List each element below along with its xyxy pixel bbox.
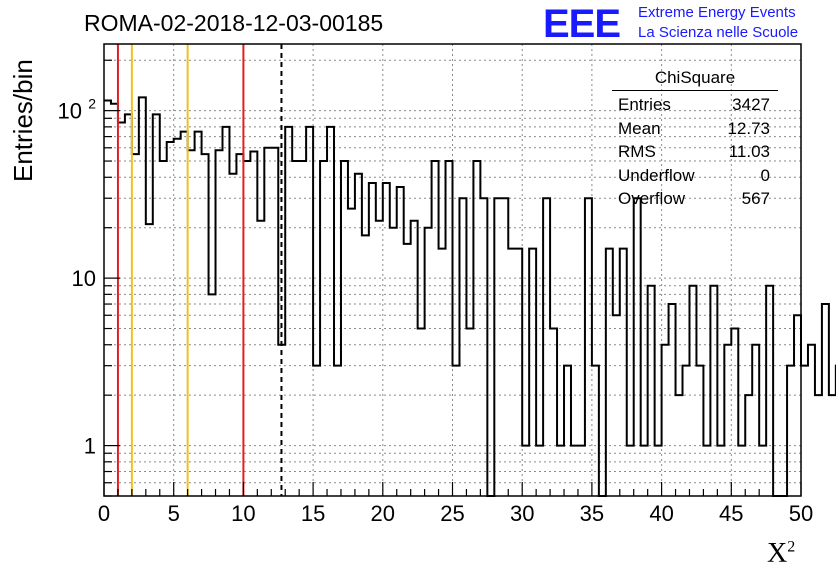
x-axis-label: Χ2 <box>767 538 795 570</box>
y-tick-label: 1 <box>84 434 96 459</box>
stats-row-overflow: Overflow 567 <box>612 187 778 211</box>
x-tick-label: 5 <box>168 501 180 526</box>
stats-value: 12.73 <box>727 118 770 138</box>
x-tick-label: 30 <box>510 501 534 526</box>
stats-label: Mean <box>618 118 661 138</box>
y-tick-label: 10 <box>58 99 82 124</box>
stats-value: 0 <box>760 165 770 185</box>
stats-row-entries: Entries 3427 <box>612 93 778 117</box>
stats-label: RMS <box>618 142 656 161</box>
run-title: ROMA-02-2018-12-03-00185 <box>84 10 384 36</box>
x-tick-label: 35 <box>580 501 604 526</box>
x-tick-labels: 0 5 10 15 20 25 30 35 40 45 50 <box>98 501 813 526</box>
y-tick-label-sup: 2 <box>88 96 96 112</box>
stats-box: ChiSquare Entries 3427 Mean 12.73 RMS 11… <box>612 66 778 211</box>
stats-label: Entries <box>618 95 671 114</box>
x-tick-label: 10 <box>231 501 255 526</box>
x-tick-label: 0 <box>98 501 110 526</box>
x-axis-label-sup: 2 <box>787 538 796 556</box>
stats-row-underflow: Underflow 0 <box>612 164 778 188</box>
stats-value: 567 <box>741 189 770 208</box>
x-tick-label: 25 <box>440 501 464 526</box>
stats-label: Underflow <box>618 165 695 185</box>
y-axis-label: Entries/bin <box>8 59 38 182</box>
x-tick-label: 20 <box>371 501 395 526</box>
y-tick-labels: 1 10 10 2 <box>58 96 97 459</box>
axis-ticks <box>103 59 802 497</box>
x-tick-label: 45 <box>719 501 743 526</box>
histogram-series <box>104 96 836 497</box>
histogram-line <box>104 96 836 497</box>
stats-value: 3427 <box>732 95 770 114</box>
stats-label: Overflow <box>618 189 686 208</box>
stats-row-rms: RMS 11.03 <box>612 140 778 164</box>
stats-value: 11.03 <box>728 142 770 161</box>
stats-row-mean: Mean 12.73 <box>612 117 778 141</box>
x-tick-label: 50 <box>789 501 813 526</box>
x-axis-label-base: Χ <box>767 538 788 569</box>
x-tick-label: 15 <box>301 501 325 526</box>
stats-title: ChiSquare <box>612 66 778 91</box>
logo-mark: EEE <box>543 2 621 46</box>
logo-line-2: La Scienza nelle Scuole <box>638 24 799 41</box>
y-tick-label: 10 <box>72 266 96 291</box>
x-tick-label: 40 <box>649 501 673 526</box>
marker-lines <box>116 44 283 496</box>
logo-line-1: Extreme Energy Events <box>638 4 796 21</box>
